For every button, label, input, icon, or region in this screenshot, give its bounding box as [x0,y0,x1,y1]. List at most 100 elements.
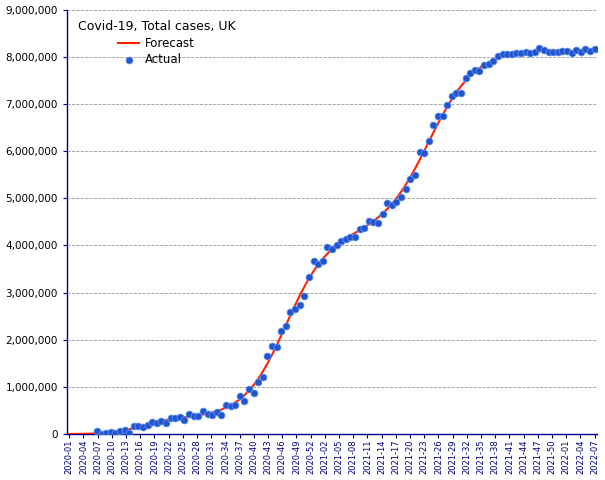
Actual [152,419,162,426]
Actual [498,50,508,58]
Forecast [540,48,548,54]
Actual [258,373,267,381]
Actual [373,219,383,227]
Forecast [236,396,243,402]
Actual [185,410,194,418]
Actual [327,245,337,252]
Actual [405,175,415,182]
Actual [368,218,378,226]
Actual [253,378,263,385]
Actual [484,60,494,68]
Actual [120,426,129,434]
Actual [590,45,600,52]
Actual [447,92,457,100]
Actual [203,410,212,418]
Actual [387,202,397,209]
Actual [442,101,452,109]
Actual [231,401,240,408]
Actual [553,48,563,56]
Actual [479,61,489,69]
Actual [175,414,185,421]
Actual [516,49,526,57]
Actual [428,121,438,129]
Actual [355,225,364,233]
Actual [451,89,461,97]
Actual [299,292,309,300]
Actual [548,48,558,56]
Actual [97,430,106,438]
Actual [336,237,346,245]
Actual [391,198,401,205]
Actual [414,149,424,156]
Line: Forecast: Forecast [69,51,595,434]
Actual [502,50,512,58]
Actual [382,199,392,207]
Actual [396,193,406,201]
Actual [267,342,277,349]
Actual [567,49,577,57]
Actual [332,241,341,249]
Actual [544,48,554,55]
Actual [244,385,254,393]
Actual [539,46,549,54]
Actual [221,401,231,409]
Actual [125,429,134,436]
Actual [410,171,420,179]
Actual [290,305,300,313]
Actual [157,418,166,425]
Actual [313,260,323,267]
Actual [115,427,125,435]
Actual [276,327,286,335]
Actual [166,414,175,422]
Actual [461,74,471,82]
Actual [309,258,318,265]
Actual [304,273,314,281]
Actual [341,235,351,243]
Actual [433,112,443,120]
Actual [535,44,545,52]
Actual [558,47,567,54]
Actual [470,67,480,74]
Actual [129,422,139,430]
Forecast [526,49,534,55]
Actual [401,186,411,193]
Forecast [186,414,193,420]
Actual [148,419,157,426]
Actual [198,407,208,415]
Actual [511,48,521,56]
Actual [438,112,448,120]
Actual [171,414,180,422]
Actual [101,429,111,436]
Actual [364,217,374,225]
Actual [581,45,590,53]
Actual [235,392,244,400]
Actual [286,308,295,316]
Actual [295,301,304,309]
Actual [345,233,355,240]
Actual [530,48,540,55]
Actual [249,389,258,397]
Actual [143,421,152,429]
Actual [189,412,198,420]
Actual [138,423,148,431]
Actual [571,47,581,54]
Actual [217,411,226,419]
Actual [322,243,332,251]
Actual [359,224,369,231]
Legend: Forecast, Actual: Forecast, Actual [73,15,240,71]
Forecast [135,424,142,430]
Actual [419,149,429,156]
Actual [226,403,235,410]
Actual [208,411,217,419]
Actual [180,416,189,424]
Actual [212,408,221,416]
Actual [194,412,203,420]
Actual [525,49,535,57]
Actual [378,210,388,217]
Actual [318,257,327,264]
Actual [111,429,120,437]
Actual [106,428,116,435]
Actual [493,52,503,60]
Actual [134,422,143,430]
Actual [281,323,291,330]
